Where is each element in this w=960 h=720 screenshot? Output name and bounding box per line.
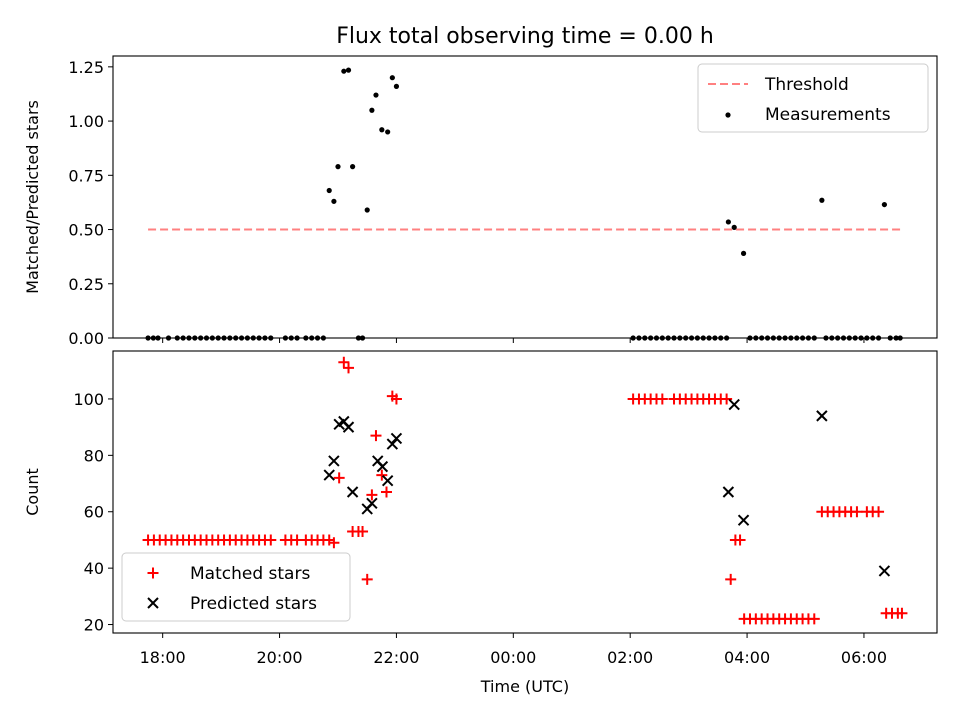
y-tick-label: 1.25 bbox=[68, 58, 104, 77]
data-point bbox=[373, 92, 379, 98]
data-point bbox=[386, 438, 399, 450]
data-point bbox=[335, 164, 341, 170]
data-point bbox=[366, 497, 378, 509]
y-tick-label: 20 bbox=[84, 616, 104, 635]
series-predicted-stars bbox=[323, 398, 891, 577]
data-point bbox=[380, 486, 392, 498]
data-point bbox=[350, 164, 356, 170]
data-point bbox=[366, 489, 378, 501]
chart-title: Flux total observing time = 0.00 h bbox=[336, 24, 714, 49]
data-point bbox=[656, 393, 668, 405]
legend-box bbox=[697, 63, 929, 133]
top-legend: Threshold Measurements bbox=[697, 63, 929, 133]
data-point bbox=[725, 219, 731, 225]
data-point bbox=[361, 573, 373, 585]
data-point bbox=[731, 224, 737, 230]
data-point bbox=[357, 525, 369, 537]
data-point bbox=[393, 83, 400, 89]
x-tick-label: 20:00 bbox=[256, 648, 302, 667]
data-point bbox=[328, 455, 340, 467]
data-point bbox=[878, 565, 891, 577]
y-tick-label: 1.00 bbox=[68, 112, 104, 131]
data-point bbox=[725, 573, 737, 585]
data-point bbox=[896, 607, 908, 619]
data-point bbox=[722, 486, 735, 498]
data-point bbox=[381, 475, 394, 487]
y-tick-label: 0.25 bbox=[68, 275, 104, 294]
data-point bbox=[390, 432, 403, 445]
data-point bbox=[737, 514, 750, 526]
y-tick-label: 80 bbox=[84, 446, 104, 465]
y-tick-label: 100 bbox=[73, 390, 104, 409]
top-y-axis-label: Matched/Predicted stars bbox=[23, 100, 42, 294]
data-point bbox=[740, 250, 747, 256]
y-tick-label: 60 bbox=[84, 503, 104, 522]
data-point bbox=[265, 534, 277, 546]
top-axes-frame bbox=[112, 55, 938, 339]
legend-predicted-handle bbox=[147, 597, 159, 609]
data-point bbox=[734, 534, 746, 546]
data-point bbox=[328, 537, 340, 549]
bottom-legend: Matched stars Predicted stars bbox=[121, 552, 351, 622]
data-point bbox=[323, 469, 335, 481]
data-point bbox=[721, 393, 733, 405]
legend-label: Matched stars bbox=[190, 564, 310, 584]
bottom-axes-frame bbox=[112, 350, 938, 634]
data-point bbox=[346, 486, 359, 498]
panel-ratio: 0.00 0.25 0.50 0.75 1.00 1.25 Matched/Predicte… bbox=[23, 55, 938, 348]
legend-measurements-handle bbox=[725, 112, 731, 118]
panel-count: 20 40 60 80 100 18:00 20:00 22:00 00:00 02:00 04:0… bbox=[23, 350, 938, 667]
data-point bbox=[331, 198, 337, 204]
x-tick-label: 02:00 bbox=[607, 648, 653, 667]
data-point bbox=[379, 127, 385, 133]
data-point bbox=[345, 67, 352, 73]
x-tick-label: 22:00 bbox=[373, 648, 419, 667]
legend-box bbox=[121, 552, 351, 622]
y-tick-label: 0.75 bbox=[68, 166, 104, 185]
data-point bbox=[341, 68, 347, 74]
data-point bbox=[338, 356, 350, 368]
data-point bbox=[343, 362, 355, 374]
data-point bbox=[342, 421, 355, 433]
data-point bbox=[873, 506, 885, 518]
data-point bbox=[881, 201, 888, 208]
x-tick-label: 18:00 bbox=[140, 648, 186, 667]
data-point bbox=[385, 129, 391, 135]
data-point bbox=[369, 107, 375, 113]
data-point bbox=[808, 613, 820, 625]
legend-label: Measurements bbox=[765, 105, 891, 125]
y-tick-label: 40 bbox=[84, 559, 104, 578]
x-tick-label: 04:00 bbox=[724, 648, 770, 667]
x-tick-label: 00:00 bbox=[490, 648, 536, 667]
legend-label: Predicted stars bbox=[190, 594, 317, 614]
legend-matched-handle bbox=[147, 567, 159, 579]
data-point bbox=[390, 393, 402, 405]
data-point bbox=[326, 187, 332, 194]
bottom-y-axis-label: Count bbox=[23, 468, 42, 516]
data-point bbox=[376, 460, 389, 473]
legend-label: Threshold bbox=[764, 75, 849, 95]
x-axis-label: Time (UTC) bbox=[480, 677, 569, 696]
data-point bbox=[389, 75, 395, 81]
data-point bbox=[333, 472, 345, 484]
y-tick-label: 0.00 bbox=[68, 329, 104, 348]
data-point bbox=[370, 430, 382, 442]
x-tick-label: 06:00 bbox=[841, 648, 887, 667]
data-point bbox=[376, 469, 388, 481]
data-point bbox=[728, 398, 740, 411]
data-point bbox=[364, 207, 370, 213]
data-point bbox=[851, 506, 863, 518]
series-matched-stars bbox=[142, 356, 908, 625]
data-point bbox=[819, 197, 825, 203]
y-tick-label: 0.50 bbox=[68, 221, 104, 240]
data-point bbox=[816, 410, 828, 422]
